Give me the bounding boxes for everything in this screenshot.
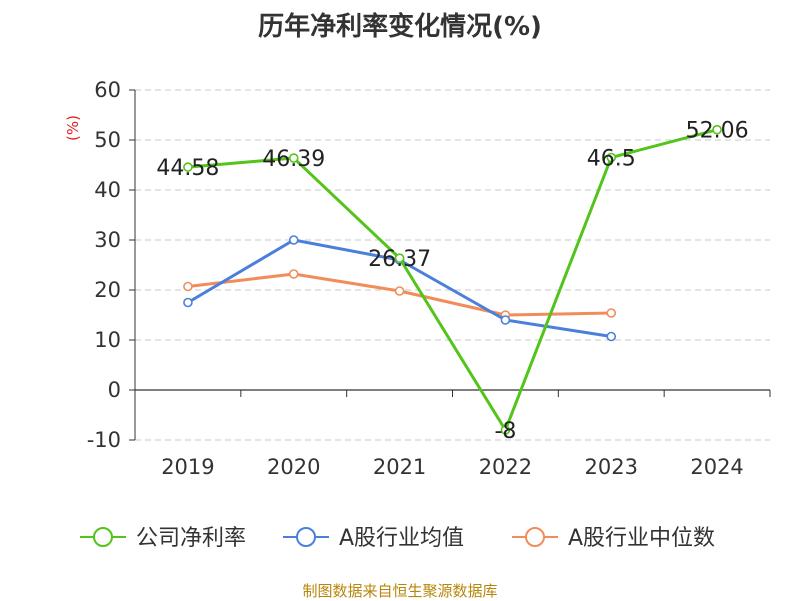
legend-marker	[93, 527, 113, 547]
data-point	[500, 425, 511, 435]
y-tick-label: 10	[94, 328, 121, 352]
y-tick-label: 40	[94, 178, 121, 202]
data-label: 52.06	[686, 119, 749, 144]
data-label: 46.5	[587, 147, 636, 172]
legend-label: 公司净利率	[136, 526, 246, 551]
y-axis-label: (%)	[64, 115, 82, 141]
x-tick-label: 2021	[373, 455, 426, 479]
data-point	[288, 269, 299, 279]
legend: 公司净利率 A股行业均值 A股行业中位数	[80, 526, 715, 551]
y-tick-label: 60	[94, 78, 121, 102]
x-tick-label: 2022	[479, 455, 532, 479]
y-tick-label: 50	[94, 128, 121, 152]
x-tick-label: 2024	[690, 455, 743, 479]
data-point	[288, 153, 299, 163]
data-label: 46.39	[262, 147, 325, 172]
data-label: 26.37	[368, 247, 431, 272]
legend-label: A股行业中位数	[568, 526, 715, 551]
footer-source: 制图数据来自恒生聚源数据库	[302, 582, 498, 600]
x-tick-label: 2019	[161, 455, 214, 479]
legend-label: A股行业均值	[339, 526, 464, 551]
grid-layer	[135, 89, 770, 441]
legend-marker	[296, 527, 316, 547]
y-tick-label: -10	[87, 428, 121, 452]
data-label-layer: 44.58 46.39 26.37 -8 46.5 52.06	[156, 119, 748, 444]
legend-marker	[525, 527, 545, 547]
y-tick-label: 20	[94, 278, 121, 302]
data-point	[394, 253, 405, 263]
series-line-0	[187, 128, 718, 432]
axis-layer: -10 0 10 20 30 40 50 60 (%) 2019 2020 2021 2022 2023 2…	[64, 78, 771, 479]
data-point	[183, 162, 193, 172]
data-label: -8	[494, 419, 516, 444]
x-tick-label: 2020	[267, 455, 320, 479]
y-tick-label: 30	[94, 228, 121, 252]
data-point	[712, 124, 722, 135]
data-label: 44.58	[156, 156, 219, 181]
y-tick-label: 0	[108, 378, 121, 402]
data-point	[606, 331, 617, 342]
data-point	[183, 297, 193, 308]
x-tick-label: 2023	[585, 455, 638, 479]
chart-title: 历年净利率变化情况(%)	[258, 12, 542, 42]
series-layer	[183, 124, 722, 435]
data-point	[606, 308, 617, 318]
data-point	[500, 315, 511, 325]
data-point	[183, 281, 193, 292]
data-point	[394, 286, 405, 296]
data-point	[288, 235, 299, 245]
data-point	[606, 152, 617, 163]
